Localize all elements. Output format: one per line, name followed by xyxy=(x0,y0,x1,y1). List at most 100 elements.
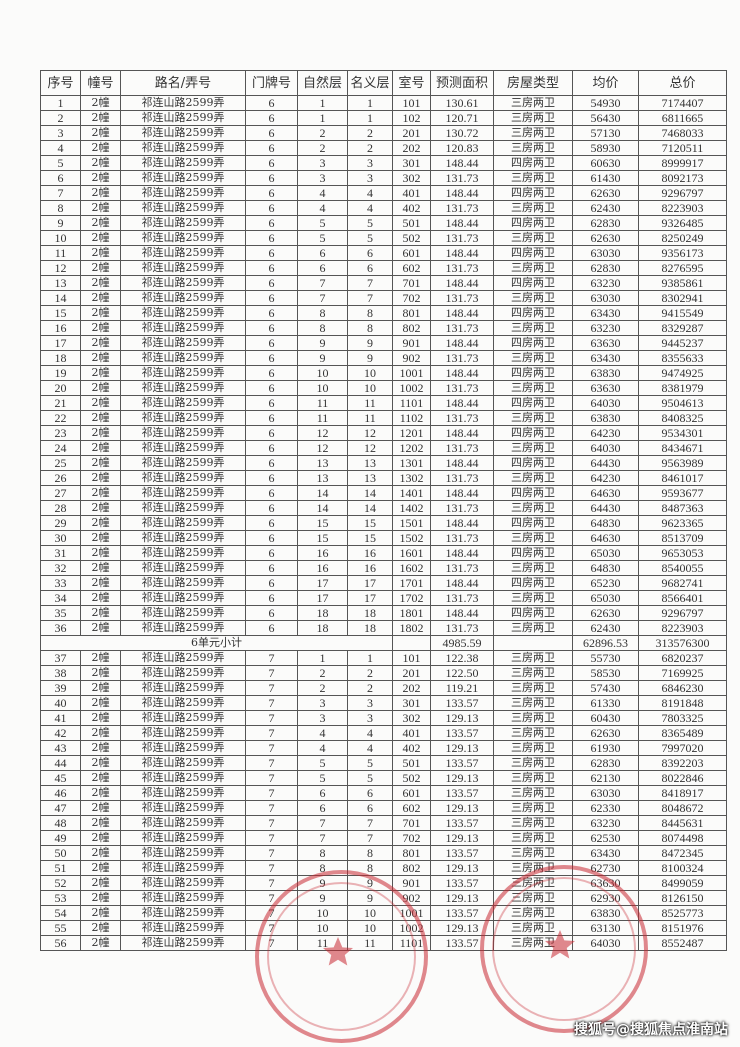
cell-building: 2幢 xyxy=(80,275,121,291)
cell-floor: 14 xyxy=(297,500,348,516)
cell-room: 402 xyxy=(392,200,431,216)
cell-area: 129.13 xyxy=(430,800,494,816)
cell-building: 2幢 xyxy=(80,440,121,456)
cell-nominal-floor: 3 xyxy=(347,710,393,726)
cell-road: 祁连山路2599弄 xyxy=(120,125,246,141)
cell-seq: 1 xyxy=(40,95,81,111)
cell-door-no: 6 xyxy=(245,230,298,246)
cell-area: 148.44 xyxy=(430,185,494,201)
cell-total-price: 8151976 xyxy=(638,920,727,936)
cell-nominal-floor: 4 xyxy=(347,740,393,756)
cell-type: 三房两卫 xyxy=(493,920,573,936)
cell-nominal-floor: 4 xyxy=(347,725,393,741)
cell-avg-price: 63630 xyxy=(572,335,639,351)
cell-nominal-floor: 10 xyxy=(347,920,393,936)
cell-building: 2幢 xyxy=(80,755,121,771)
table-row: 36 2幢 祁连山路2599弄 6 18 18 1802 131.73 三房两卫 62430 822… xyxy=(40,620,727,636)
cell-floor: 9 xyxy=(297,875,348,891)
cell-door-no: 6 xyxy=(245,245,298,261)
cell-avg-price: 56430 xyxy=(572,110,639,126)
cell-total-price: 9385861 xyxy=(638,275,727,291)
cell-floor: 9 xyxy=(297,350,348,366)
cell-building: 2幢 xyxy=(80,815,121,831)
cell-room: 1301 xyxy=(392,455,431,471)
cell-type: 四房两卫 xyxy=(493,485,573,501)
cell-building: 2幢 xyxy=(80,260,121,276)
cell-avg-price: 64230 xyxy=(572,470,639,486)
cell-building: 2幢 xyxy=(80,455,121,471)
table-row: 9 2幢 祁连山路2599弄 6 5 5 501 148.44 四房两卫 62830 9326485 xyxy=(40,215,727,231)
cell-avg-price: 63430 xyxy=(572,350,639,366)
cell-door-no: 6 xyxy=(245,140,298,156)
table-row: 28 2幢 祁连山路2599弄 6 14 14 1402 131.73 三房两卫 64430 848… xyxy=(40,500,727,516)
cell-building: 2幢 xyxy=(80,500,121,516)
cell-road: 祁连山路2599弄 xyxy=(120,755,246,771)
cell-area: 129.13 xyxy=(430,770,494,786)
column-header: 名义层 xyxy=(347,70,393,96)
cell-type: 三房两卫 xyxy=(493,740,573,756)
cell-floor: 11 xyxy=(297,410,348,426)
cell-room: 1502 xyxy=(392,530,431,546)
cell-door-no: 7 xyxy=(245,770,298,786)
cell-floor: 3 xyxy=(297,695,348,711)
cell-building: 2幢 xyxy=(80,560,121,576)
cell-room: 401 xyxy=(392,185,431,201)
cell-door-no: 7 xyxy=(245,665,298,681)
cell-road: 祁连山路2599弄 xyxy=(120,920,246,936)
cell-floor: 5 xyxy=(297,770,348,786)
cell-nominal-floor: 16 xyxy=(347,545,393,561)
column-header: 幢号 xyxy=(80,70,121,96)
cell-avg-price: 60630 xyxy=(572,155,639,171)
cell-nominal-floor: 13 xyxy=(347,470,393,486)
cell-seq: 51 xyxy=(40,860,81,876)
cell-building: 2幢 xyxy=(80,785,121,801)
table-row: 38 2幢 祁连山路2599弄 7 2 2 201 122.50 三房两卫 58530 716992… xyxy=(40,665,727,681)
cell-seq: 31 xyxy=(40,545,81,561)
cell-room: 1702 xyxy=(392,590,431,606)
cell-seq: 9 xyxy=(40,215,81,231)
cell-seq: 28 xyxy=(40,500,81,516)
cell-building: 2幢 xyxy=(80,890,121,906)
cell-door-no: 6 xyxy=(245,485,298,501)
cell-seq: 50 xyxy=(40,845,81,861)
cell-total-price: 6820237 xyxy=(638,650,727,666)
cell-seq: 17 xyxy=(40,335,81,351)
cell-avg-price: 64030 xyxy=(572,395,639,411)
cell-type: 四房两卫 xyxy=(493,425,573,441)
cell-door-no: 7 xyxy=(245,935,298,951)
cell-seq: 43 xyxy=(40,740,81,756)
cell-building: 2幢 xyxy=(80,320,121,336)
cell-type: 三房两卫 xyxy=(493,905,573,921)
cell-seq: 24 xyxy=(40,440,81,456)
cell-room: 801 xyxy=(392,305,431,321)
cell-room: 1602 xyxy=(392,560,431,576)
table-row: 5 2幢 祁连山路2599弄 6 3 3 301 148.44 四房两卫 60630 8999917 xyxy=(40,155,727,171)
cell-door-no: 7 xyxy=(245,815,298,831)
cell-avg-price: 62330 xyxy=(572,800,639,816)
table-row: 46 2幢 祁连山路2599弄 7 6 6 601 133.57 三房两卫 63030 841891… xyxy=(40,785,727,801)
cell-floor: 12 xyxy=(297,425,348,441)
cell-avg-price: 57430 xyxy=(572,680,639,696)
cell-type: 三房两卫 xyxy=(493,710,573,726)
cell-avg-price: 55730 xyxy=(572,650,639,666)
table-row: 22 2幢 祁连山路2599弄 6 11 11 1102 131.73 三房两卫 63830 840… xyxy=(40,410,727,426)
cell-area: 148.44 xyxy=(430,485,494,501)
cell-door-no: 7 xyxy=(245,740,298,756)
cell-type: 三房两卫 xyxy=(493,410,573,426)
table-row: 50 2幢 祁连山路2599弄 7 8 8 801 133.57 三房两卫 63430 847234… xyxy=(40,845,727,861)
cell-total-price: 8525773 xyxy=(638,905,727,921)
cell-road: 祁连山路2599弄 xyxy=(120,890,246,906)
cell-door-no: 6 xyxy=(245,455,298,471)
cell-area: 148.44 xyxy=(430,155,494,171)
cell-area: 130.72 xyxy=(430,125,494,141)
cell-nominal-floor: 3 xyxy=(347,155,393,171)
cell-area: 148.44 xyxy=(430,545,494,561)
cell-road: 祁连山路2599弄 xyxy=(120,515,246,531)
cell-road: 祁连山路2599弄 xyxy=(120,155,246,171)
cell-area: 119.21 xyxy=(430,680,494,696)
cell-building: 2幢 xyxy=(80,350,121,366)
cell-room: 1402 xyxy=(392,500,431,516)
table-row: 39 2幢 祁连山路2599弄 7 2 2 202 119.21 三房两卫 57430 684623… xyxy=(40,680,727,696)
cell-seq: 19 xyxy=(40,365,81,381)
cell-nominal-floor: 1 xyxy=(347,650,393,666)
